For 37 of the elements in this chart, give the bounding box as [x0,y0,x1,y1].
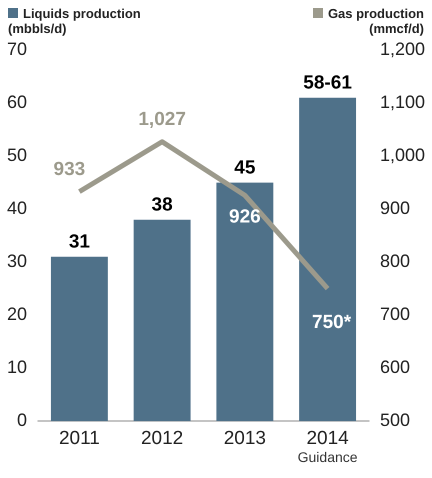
y-tick-label: 10 [6,357,28,378]
x-tick-label: 2012 [140,428,184,449]
bar [134,220,191,422]
y2-tick-label: 500 [380,410,410,430]
bar [216,182,274,422]
data-label: 31 [68,232,90,253]
y2-tick-label: 600 [380,357,410,378]
bar [50,256,108,422]
y2-tick-label: 1,000 [380,145,426,166]
y-tick-label: 20 [6,304,28,324]
data-label: 750* [312,312,352,333]
x-tick-label: 2011 [58,428,100,449]
data-label: 45 [234,157,256,178]
y2-tick-label: 800 [380,251,410,272]
data-label: 38 [152,194,173,216]
y-tick-label: 30 [6,251,28,272]
legend-label: Liquids production [23,6,141,21]
y2-axis-title: (mmcf/d) [368,21,424,36]
y2-tick-label: 900 [380,198,410,218]
y2-tick-label: 1,100 [380,92,426,112]
x-tick-label: 2013 [224,428,266,449]
data-label: 933 [54,158,86,180]
y2-tick-label: 700 [380,304,410,324]
data-label: 926 [229,206,261,228]
y-tick-label: 70 [6,38,28,59]
legend-label: Gas production [328,6,424,21]
data-label: 58-61 [303,72,352,94]
bar [299,98,356,422]
y-tick-label: 50 [6,145,28,166]
y-tick-label: 0 [17,410,28,430]
x-tick-label: 2014 [306,428,350,449]
y-axis-title: (mbbls/d) [8,21,68,36]
text: Guidance [298,449,358,466]
y2-tick-label: 1,200 [380,38,426,59]
y-tick-label: 60 [6,92,28,112]
y-tick-label: 40 [6,198,28,218]
data-label: 1,027 [138,108,186,130]
